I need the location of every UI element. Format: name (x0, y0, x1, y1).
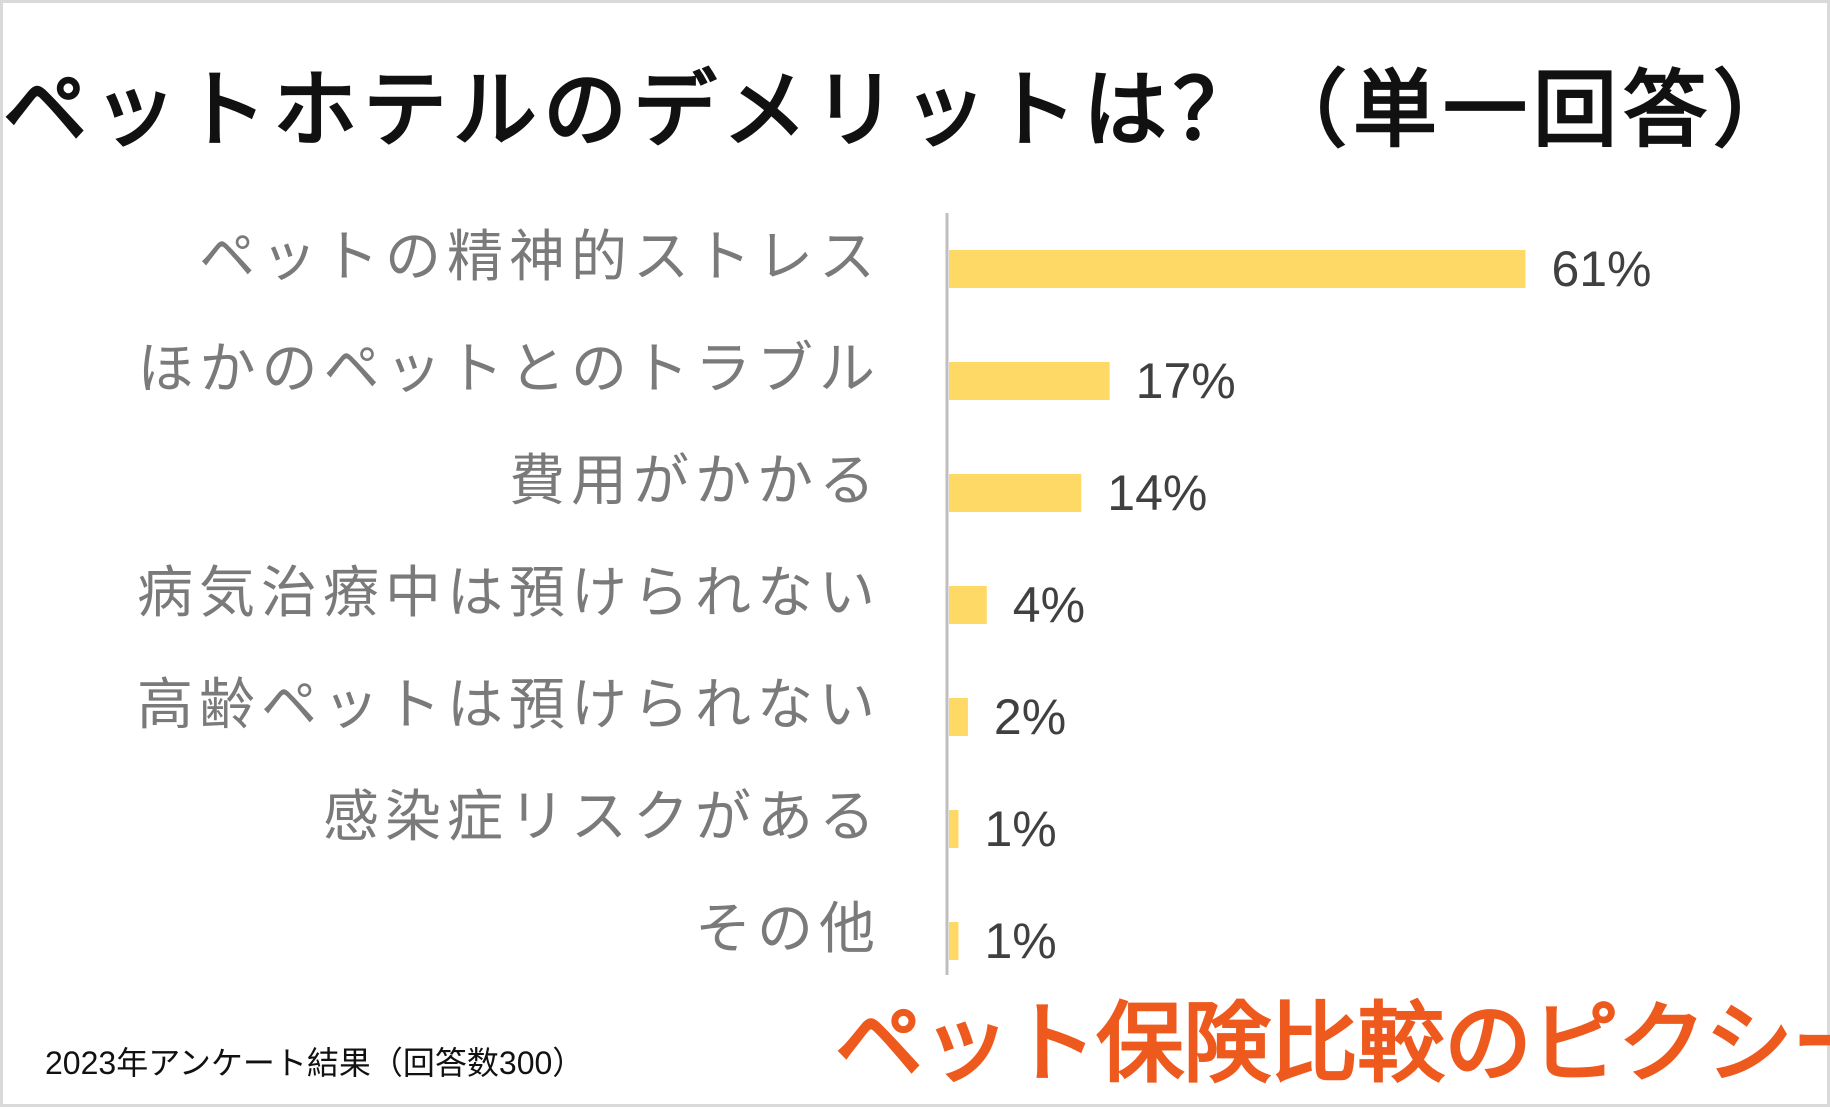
data-label: 1% (984, 801, 1056, 857)
data-label: 14% (1107, 465, 1207, 521)
category-label: 費用がかかる (509, 449, 881, 514)
bar-chart: ペットの精神的ストレス 61% ほかのペットとのトラブル 17% 費用がかかる 14% 病気… (137, 213, 1652, 975)
bar (949, 586, 987, 624)
category-label: ほかのペットとのトラブル (138, 337, 881, 402)
survey-footnote: 2023年アンケート結果（回答数300） (45, 1045, 585, 1081)
bar (949, 698, 968, 736)
category-label: その他 (695, 897, 881, 962)
bar (949, 250, 1526, 288)
category-label: ペットの精神的ストレス (199, 225, 881, 290)
data-label: 61% (1551, 241, 1651, 297)
category-label: 病気治療中は預けられない (137, 561, 881, 626)
data-label: 2% (994, 689, 1066, 745)
data-label: 1% (984, 913, 1056, 969)
chart-title: ペットホテルのデメリットは？（単一回答） (3, 61, 1804, 159)
bar (949, 922, 959, 960)
bar (949, 810, 959, 848)
category-label: 高齢ペットは預けられない (137, 673, 881, 738)
category-label: 感染症リスクがある (323, 785, 881, 850)
brand-logo-text: ペット保険比較のピクシー (835, 992, 1830, 1095)
bar (949, 362, 1110, 400)
data-label: 17% (1136, 353, 1236, 409)
bar (949, 474, 1082, 512)
data-label: 4% (1013, 577, 1085, 633)
